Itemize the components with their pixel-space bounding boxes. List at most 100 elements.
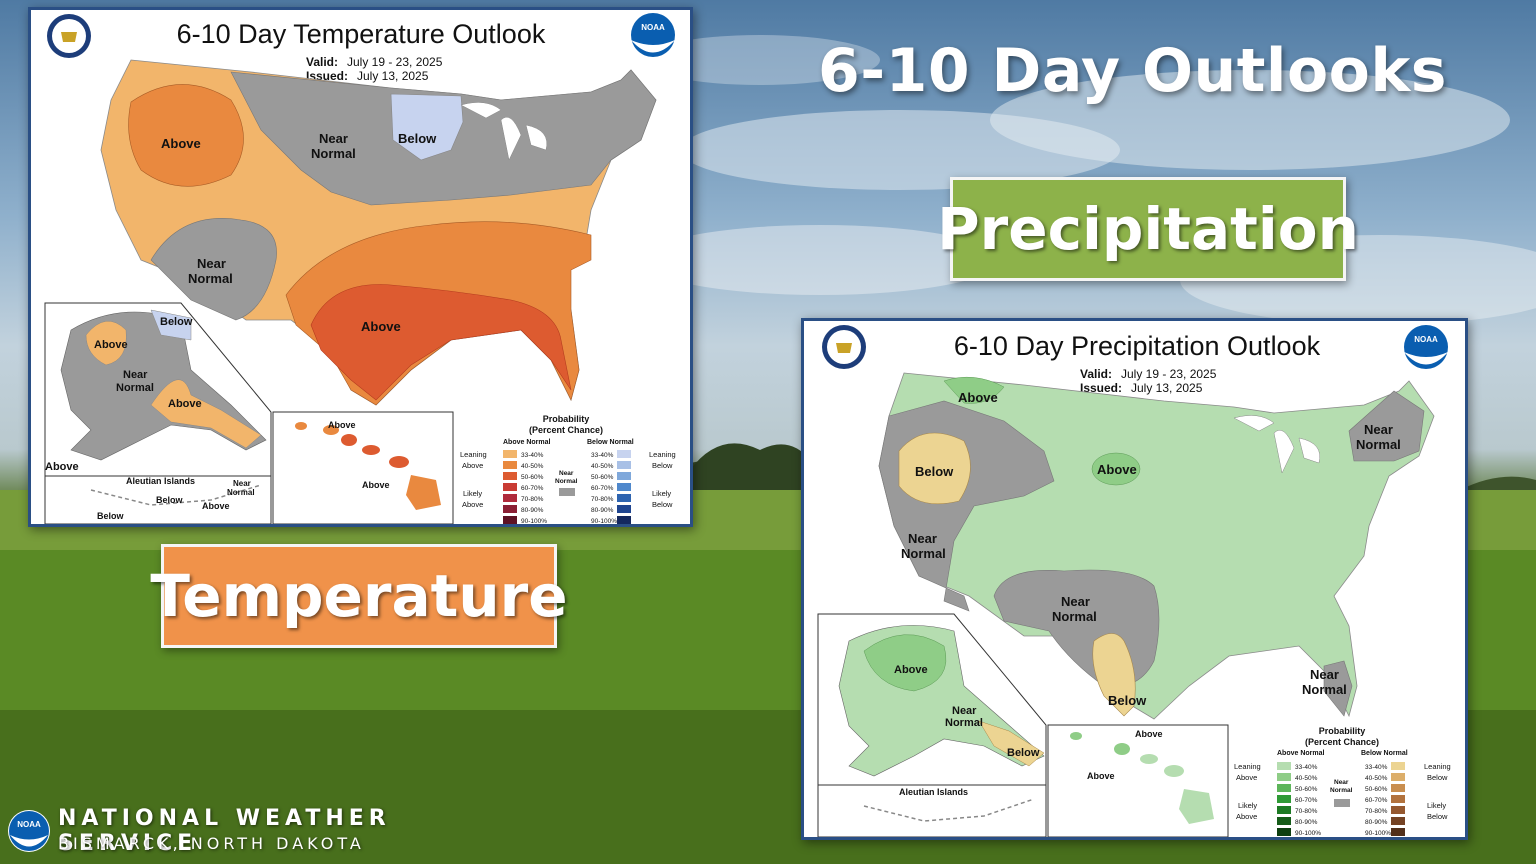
- svg-text:Near: Near: [1334, 779, 1349, 786]
- legend-above-bin-label: 90-100%: [1295, 830, 1321, 837]
- legend-below-bin-label: 40-50%: [1365, 775, 1388, 782]
- legend-above-swatch: [1277, 773, 1291, 781]
- legend-above-bin-label: 60-70%: [1295, 797, 1318, 804]
- precip-valid-value: July 19 - 23, 2025: [1121, 367, 1217, 381]
- svg-text:Leaning: Leaning: [649, 450, 676, 459]
- legend-below-bin-label: 33-40%: [1365, 764, 1388, 771]
- svg-text:Below: Below: [652, 461, 673, 470]
- legend-below-swatch: [617, 494, 631, 502]
- legend-below-swatch: [1391, 762, 1405, 770]
- svg-text:(Percent Chance): (Percent Chance): [529, 425, 603, 435]
- doc-seal-icon: [822, 325, 866, 369]
- precip-region-below-tx: Below: [1108, 693, 1147, 708]
- precipitation-label: Precipitation: [937, 177, 1359, 281]
- temp-ak-near: Near: [123, 369, 148, 381]
- svg-text:NOAA: NOAA: [641, 23, 665, 32]
- legend-above-bin-label: 33-40%: [521, 452, 544, 459]
- legend-above-bin-label: 50-60%: [521, 474, 544, 481]
- precip-issued-label: Issued:: [1080, 381, 1122, 395]
- legend-below-bin-label: 90-100%: [1365, 830, 1391, 837]
- svg-text:NOAA: NOAA: [1414, 335, 1438, 344]
- legend-below-swatch: [1391, 784, 1405, 792]
- legend-above-swatch: [1277, 828, 1291, 836]
- svg-text:Leaning: Leaning: [1424, 762, 1451, 771]
- legend-above-swatch: [503, 516, 517, 524]
- temp-aleutian-below-2: Below: [97, 511, 125, 521]
- svg-text:Probability: Probability: [1319, 726, 1366, 736]
- legend-above-bin-label: 80-90%: [521, 507, 544, 514]
- svg-text:Likely: Likely: [463, 489, 482, 498]
- precip-hawaii-inset: [1047, 724, 1229, 837]
- precip-region-near-fl: Near: [1310, 667, 1339, 682]
- temp-aleutian-near: Near: [233, 479, 251, 488]
- legend-above-swatch: [503, 450, 517, 458]
- legend-above-swatch: [1277, 784, 1291, 792]
- temp-ak-normal: Normal: [116, 382, 154, 394]
- temp-aleutian-title: Aleutian Islands: [126, 476, 195, 486]
- precipitation-map-title: 6-10 Day Precipitation Outlook: [954, 331, 1321, 361]
- precip-region-below-or: Below: [915, 464, 954, 479]
- footer-org-name: NATIONAL WEATHER SERVICE: [58, 806, 391, 856]
- legend-below-swatch: [617, 450, 631, 458]
- temp-issued-value: July 13, 2025: [357, 69, 429, 83]
- temp-aleutian-above: Above: [202, 501, 230, 511]
- legend-below-bin-label: 33-40%: [591, 452, 614, 459]
- precip-region-near-ca: Near: [908, 531, 937, 546]
- temp-valid-value: July 19 - 23, 2025: [347, 55, 443, 69]
- legend-below-bin-label: 70-80%: [1365, 808, 1388, 815]
- svg-text:Below Normal: Below Normal: [1361, 750, 1408, 757]
- legend-above-bin-label: 60-70%: [521, 485, 544, 492]
- temp-valid-label: Valid:: [306, 55, 338, 69]
- svg-text:Above: Above: [462, 461, 483, 470]
- legend-above-swatch: [1277, 795, 1291, 803]
- legend-above-bin-label: 40-50%: [1295, 775, 1318, 782]
- legend-below-bin-label: 50-60%: [1365, 786, 1388, 793]
- svg-text:NOAA: NOAA: [17, 820, 41, 829]
- legend-above-swatch: [503, 505, 517, 513]
- precip-region-above-nw: Above: [958, 390, 998, 405]
- precip-ak-near: Near: [952, 705, 977, 717]
- legend-above-bin-label: 50-60%: [1295, 786, 1318, 793]
- precip-region-near-ne: Near: [1364, 422, 1393, 437]
- precip-region-above-sd: Above: [1097, 462, 1137, 477]
- legend-below-bin-label: 80-90%: [591, 507, 614, 514]
- precip-region-near-fl-2: Normal: [1302, 682, 1347, 697]
- temp-hawaii-inset: [272, 411, 454, 524]
- temp-legend: Probability (Percent Chance) Above Norma…: [460, 414, 676, 524]
- temp-region-near-north: Near: [319, 131, 348, 146]
- doc-seal-icon: [47, 14, 91, 58]
- temp-region-above-nw: Above: [161, 136, 201, 151]
- legend-below-swatch: [617, 516, 631, 524]
- legend-below-swatch: [1391, 817, 1405, 825]
- temp-ak-above-left: Above: [45, 461, 79, 473]
- temperature-map-title: 6-10 Day Temperature Outlook: [177, 19, 546, 49]
- precip-aleutian-title: Aleutian Islands: [899, 787, 968, 797]
- precip-ak-normal: Normal: [945, 717, 983, 729]
- svg-text:Above: Above: [462, 500, 483, 509]
- svg-text:Likely: Likely: [652, 489, 671, 498]
- precip-region-near-ca-2: Normal: [901, 546, 946, 561]
- legend-below-bin-label: 40-50%: [591, 463, 614, 470]
- legend-above-bin-label: 70-80%: [521, 496, 544, 503]
- legend-above-swatch: [503, 494, 517, 502]
- precip-alaska-inset: [817, 613, 1047, 837]
- svg-text:Leaning: Leaning: [460, 450, 487, 459]
- page-title: 6-10 Day Outlooks: [818, 36, 1448, 106]
- legend-above-bin-label: 80-90%: [1295, 819, 1318, 826]
- precip-ak-above: Above: [894, 664, 928, 676]
- temp-ak-above-s: Above: [168, 398, 202, 410]
- temp-ak-above-w: Above: [94, 339, 128, 351]
- nws-footer: NOAA NATIONAL WEATHER SERVICE BISMARCK, …: [8, 806, 528, 858]
- svg-text:Likely: Likely: [1238, 801, 1257, 810]
- legend-above-swatch: [1277, 806, 1291, 814]
- legend-below-swatch: [1391, 806, 1405, 814]
- legend-below-swatch: [617, 505, 631, 513]
- svg-text:Above: Above: [1236, 812, 1257, 821]
- legend-below-swatch: [1391, 773, 1405, 781]
- temp-ak-below: Below: [160, 316, 193, 328]
- svg-text:Above: Above: [1236, 773, 1257, 782]
- legend-below-bin-label: 70-80%: [591, 496, 614, 503]
- precip-region-near-sw-2: Normal: [1052, 609, 1097, 624]
- svg-text:Below Normal: Below Normal: [587, 439, 634, 446]
- legend-below-swatch: [617, 461, 631, 469]
